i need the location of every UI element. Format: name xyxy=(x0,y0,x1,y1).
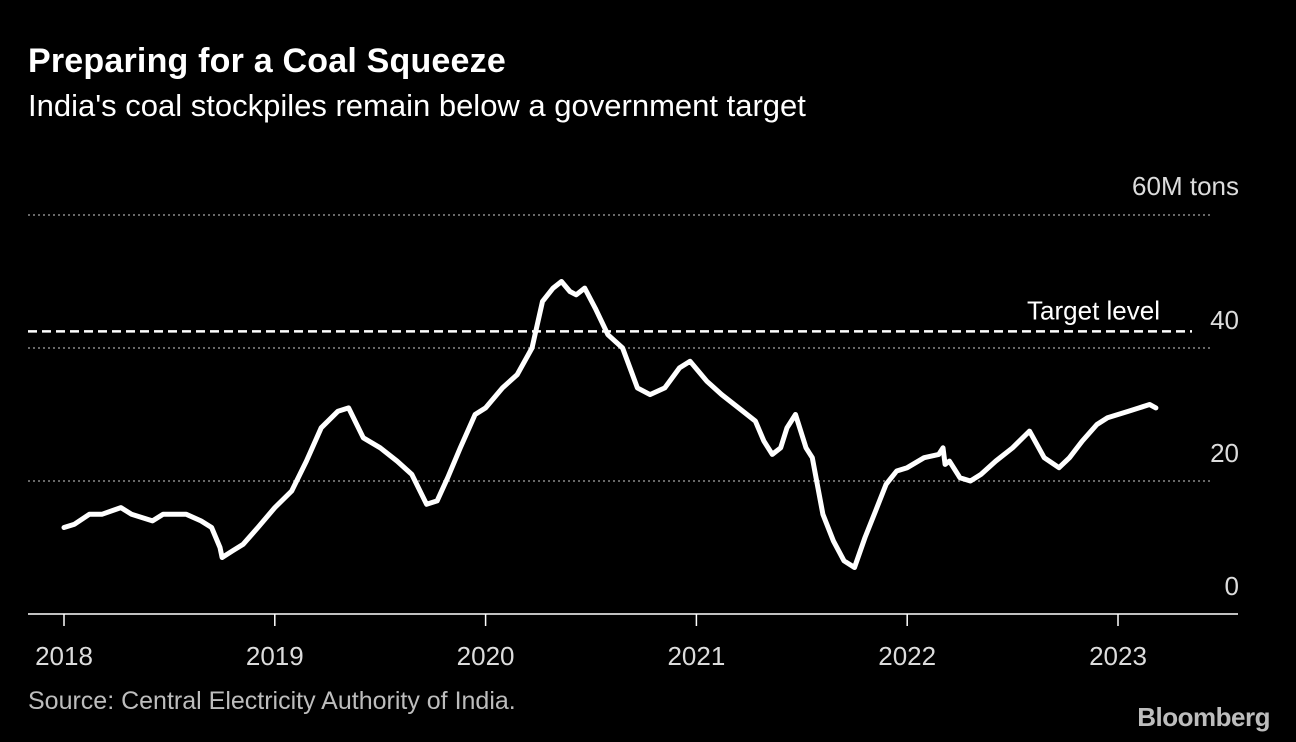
series-group xyxy=(61,279,1159,570)
target-label: Target level xyxy=(1027,295,1160,325)
x-tick-label-2023: 2023 xyxy=(1089,641,1147,671)
y-tick-label-60: 60M tons xyxy=(1132,171,1239,201)
x-tick-label-2020: 2020 xyxy=(457,641,515,671)
x-tick-label-2019: 2019 xyxy=(246,641,304,671)
y-axis-labels: 0 20 40 60M tons xyxy=(1132,171,1239,601)
x-tick-label-2022: 2022 xyxy=(878,641,936,671)
target-level: Target level xyxy=(28,295,1192,333)
x-axis: 2018 2019 2020 2021 2022 2023 xyxy=(28,613,1238,671)
chart-title: Preparing for a Coal Squeeze xyxy=(28,42,506,80)
y-tick-label-0: 0 xyxy=(1225,571,1239,601)
bloomberg-logo: Bloomberg xyxy=(1137,702,1270,732)
source-note: Source: Central Electricity Authority of… xyxy=(28,687,516,715)
series-line-coal-stockpiles xyxy=(61,279,1159,570)
chart-subtitle: India's coal stockpiles remain below a g… xyxy=(28,88,806,123)
x-tick-label-2018: 2018 xyxy=(35,641,93,671)
y-tick-label-20: 20 xyxy=(1210,438,1239,468)
x-tick-label-2021: 2021 xyxy=(667,641,725,671)
y-tick-label-40: 40 xyxy=(1210,305,1239,335)
